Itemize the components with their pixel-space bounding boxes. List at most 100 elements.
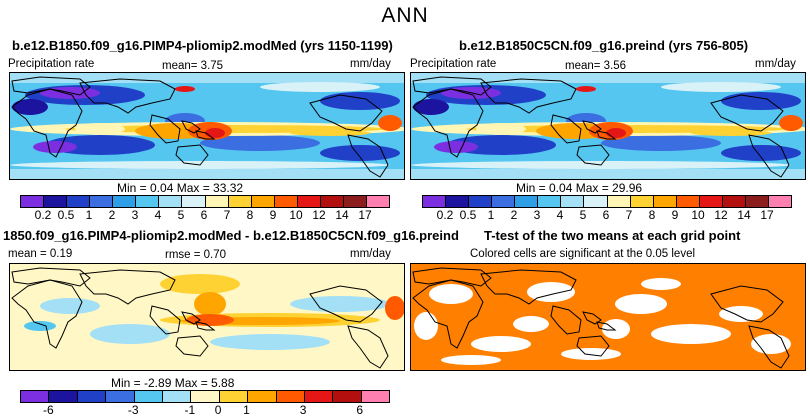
colorbar-tick-label: 4 (556, 208, 564, 222)
colorbar-tick-label: 14 (335, 208, 349, 222)
colorbar-tick-label: 5 (579, 208, 587, 222)
colorbar-swatch (106, 391, 135, 402)
colorbar-swatch (274, 196, 298, 207)
colorbar-swatch (67, 196, 91, 207)
colorbar-swatch (607, 196, 631, 207)
panel2-minmax: Min = 0.04 Max = 29.96 (516, 181, 643, 195)
colorbar-swatch (248, 391, 277, 402)
colorbar-tick-label: 1 (487, 208, 495, 222)
colorbar-swatch (768, 196, 791, 207)
panel3-minmax: Min = -2.89 Max = 5.88 (111, 376, 235, 390)
colorbar-swatch (159, 196, 183, 207)
colorbar-tick-label: 3 (131, 208, 139, 222)
colorbar-tick-label: 6 (200, 208, 208, 222)
panel3-difference-map (9, 263, 405, 371)
panel2-title: b.e12.B1850C5CN.f09_g16.preind (yrs 756-… (459, 38, 749, 53)
colorbar-tick-label: 3 (533, 208, 541, 222)
colorbar-tick-label: 0.2 (436, 208, 454, 222)
colorbar-swatch (113, 196, 137, 207)
colorbar-swatch (584, 196, 608, 207)
colorbar-tick-label: 17 (760, 208, 774, 222)
colorbar-swatch (21, 391, 50, 402)
panel3-colorbar (20, 390, 390, 403)
panel1-colorbar (20, 195, 390, 208)
colorbar-tick-label: 5 (177, 208, 185, 222)
colorbar-tick-label: 0 (214, 403, 222, 417)
page-title: ANN (381, 4, 429, 27)
colorbar-swatch (423, 196, 447, 207)
colorbar-swatch (136, 196, 160, 207)
colorbar-swatch (653, 196, 677, 207)
colorbar-tick-label: -1 (184, 403, 196, 417)
colorbar-swatch (219, 391, 249, 402)
colorbar-tick-label: 0.2 (34, 208, 52, 222)
panel2-colorbar (422, 195, 792, 208)
colorbar-tick-label: 2 (510, 208, 518, 222)
colorbar-tick-label: 2 (108, 208, 116, 222)
colorbar-swatch (320, 196, 344, 207)
panel3-title: 1850.f09_g16.PIMP4-pliomip2.modMed - b.e… (3, 228, 459, 243)
panel1-title: b.e12.B1850.f09_g16.PIMP4-pliomip2.modMe… (12, 38, 393, 53)
colorbar-swatch (304, 391, 334, 402)
colorbar-tick-label: 7 (625, 208, 633, 222)
colorbar-swatch (366, 196, 389, 207)
colorbar-swatch (492, 196, 516, 207)
colorbar-swatch (361, 391, 390, 402)
panel2-precip-map (410, 72, 806, 180)
colorbar-tick-label: 8 (246, 208, 254, 222)
colorbar-swatch (251, 196, 275, 207)
colorbar-swatch (182, 196, 206, 207)
colorbar-swatch (49, 391, 78, 402)
colorbar-tick-label: 6 (602, 208, 610, 222)
colorbar-swatch (276, 391, 305, 402)
panel1-colorbar-ticks: 0.2 0.5 1 2 3 4 5 6 7 8 9 10 12 14 17 (20, 208, 388, 222)
colorbar-tick-label: 7 (223, 208, 231, 222)
colorbar-swatch (297, 196, 321, 207)
panel3-mean-label: mean = 0.19 (8, 248, 73, 260)
colorbar-tick-label: 10 (289, 208, 303, 222)
panel3-rmse-label: rmse = 0.70 (165, 249, 227, 261)
colorbar-tick-label: 17 (358, 208, 372, 222)
colorbar-swatch (745, 196, 769, 207)
colorbar-swatch (446, 196, 470, 207)
colorbar-swatch (630, 196, 654, 207)
colorbar-tick-label: 0.5 (57, 208, 75, 222)
colorbar-swatch (515, 196, 539, 207)
panel3-units-label: mm/day (350, 248, 391, 260)
colorbar-swatch (44, 196, 68, 207)
colorbar-tick-label: 9 (671, 208, 679, 222)
colorbar-tick-label: 1 (243, 403, 250, 417)
colorbar-swatch (676, 196, 700, 207)
panel1-units-label: mm/day (350, 58, 391, 70)
colorbar-swatch (162, 391, 192, 402)
panel2-colorbar-ticks: 0.2 0.5 1 2 3 4 5 6 7 8 9 10 12 14 17 (422, 208, 790, 222)
panel2-mean-label: mean= 3.56 (565, 60, 627, 72)
colorbar-tick-label: 9 (269, 208, 277, 222)
colorbar-swatch (561, 196, 585, 207)
panel4-ttest-map (410, 263, 806, 371)
panel4-title: T-test of the two means at each grid poi… (484, 228, 741, 243)
colorbar-tick-label: 10 (691, 208, 705, 222)
panel1-precip-map (9, 72, 405, 180)
colorbar-swatch (699, 196, 723, 207)
colorbar-swatch (77, 391, 107, 402)
colorbar-swatch (21, 196, 45, 207)
colorbar-swatch (134, 391, 163, 402)
colorbar-tick-label: 0.5 (459, 208, 477, 222)
colorbar-swatch (205, 196, 229, 207)
colorbar-swatch (469, 196, 493, 207)
colorbar-tick-label: 12 (714, 208, 728, 222)
colorbar-swatch (538, 196, 562, 207)
colorbar-tick-label: 12 (312, 208, 326, 222)
colorbar-tick-label: 1 (85, 208, 93, 222)
colorbar-tick-label: 6 (356, 403, 364, 417)
colorbar-tick-label: -3 (127, 403, 139, 417)
panel1-variable-label: Precipitation rate (8, 58, 95, 70)
panel2-variable-label: Precipitation rate (410, 58, 497, 70)
colorbar-tick-label: 14 (737, 208, 751, 222)
colorbar-tick-label: 4 (154, 208, 162, 222)
colorbar-swatch (343, 196, 367, 207)
colorbar-swatch (90, 196, 114, 207)
colorbar-tick-label: 8 (648, 208, 656, 222)
colorbar-swatch (228, 196, 252, 207)
